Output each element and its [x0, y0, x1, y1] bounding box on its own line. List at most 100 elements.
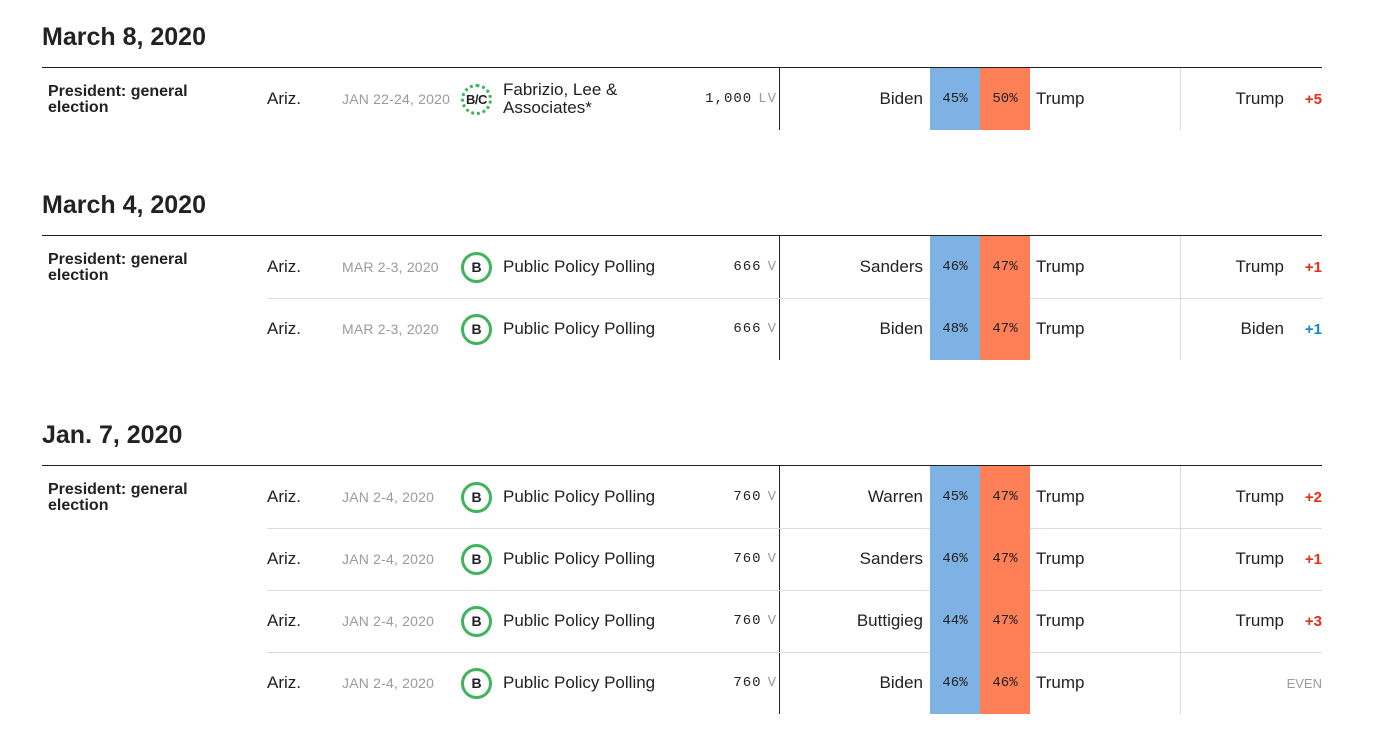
poll-row[interactable]: Ariz. JAN 2-4, 2020 B Public Policy Poll…	[42, 590, 1322, 652]
pct-rep: 47%	[980, 298, 1030, 360]
poll-row[interactable]: Ariz. JAN 2-4, 2020 B Public Policy Poll…	[42, 528, 1322, 590]
sample-size: 760 V	[667, 466, 777, 528]
leader: Trump	[1235, 611, 1285, 630]
poll-group: Jan. 7, 2020 President: general election…	[42, 420, 1322, 714]
grade-icon: B	[461, 605, 492, 637]
grade-icon: B	[461, 543, 492, 575]
grade-icon: B/C	[461, 83, 492, 115]
pct-dem: 48%	[930, 298, 980, 360]
population: LV	[758, 91, 777, 107]
net-result: +3	[1304, 612, 1322, 630]
net-result: +1	[1304, 258, 1322, 276]
pollster-link[interactable]: Public Policy Polling	[503, 487, 656, 506]
pollster-link[interactable]: Public Policy Polling	[503, 319, 656, 338]
poll-row[interactable]: Ariz. MAR 2-3, 2020 B Public Policy Poll…	[42, 236, 1322, 298]
poll-dates: MAR 2-3, 2020	[342, 321, 439, 337]
grade-badge: B	[461, 528, 492, 590]
population: V	[767, 675, 777, 691]
poll-row[interactable]: Ariz. MAR 2-3, 2020 B Public Policy Poll…	[42, 298, 1322, 360]
leader: Trump	[1235, 549, 1285, 568]
poll-dates: JAN 2-4, 2020	[342, 675, 435, 691]
grade-badge: B	[461, 466, 492, 528]
grade-icon: B	[461, 667, 492, 699]
grade-badge: B/C	[461, 68, 492, 130]
candidate-rep: Trump	[1036, 673, 1085, 692]
state: Ariz.	[267, 487, 301, 506]
poll-row[interactable]: Ariz. JAN 22-24, 2020 B/C Fabrizio, Lee …	[42, 68, 1322, 130]
grade-badge: B	[461, 298, 492, 360]
group-date: March 8, 2020	[42, 23, 206, 51]
candidate-rep: Trump	[1036, 611, 1085, 630]
grade-icon: B	[461, 481, 492, 513]
sample-value: 760	[733, 675, 762, 691]
state: Ariz.	[267, 89, 301, 108]
net-result: +1	[1304, 320, 1322, 338]
candidate-rep: Trump	[1036, 257, 1085, 276]
candidate-dem: Sanders	[859, 257, 923, 276]
pct-rep: 47%	[980, 528, 1030, 590]
column-divider	[779, 68, 780, 130]
state: Ariz.	[267, 257, 301, 276]
sample-size: 666 V	[667, 298, 777, 360]
state: Ariz.	[267, 549, 301, 568]
pct-dem: 46%	[930, 652, 980, 714]
sample-value: 760	[733, 551, 762, 567]
sample-value: 666	[733, 321, 762, 337]
state: Ariz.	[267, 673, 301, 692]
group-table: President: general election Ariz. JAN 2-…	[42, 465, 1322, 714]
pct-dem: 44%	[930, 590, 980, 652]
poll-dates: JAN 22-24, 2020	[342, 91, 451, 107]
leader: Trump	[1235, 487, 1285, 506]
pct-dem: 45%	[930, 68, 980, 130]
poll-row[interactable]: Ariz. JAN 2-4, 2020 B Public Policy Poll…	[42, 466, 1322, 528]
population: V	[767, 321, 777, 337]
leader: Trump	[1235, 89, 1285, 108]
pollster-link[interactable]: Public Policy Polling	[503, 257, 656, 276]
pollster-link[interactable]: Public Policy Polling	[503, 673, 656, 692]
pct-dem: 45%	[930, 466, 980, 528]
candidate-rep: Trump	[1036, 487, 1085, 506]
candidate-dem: Buttigieg	[856, 611, 923, 630]
pollster-link[interactable]: Public Policy Polling	[503, 549, 656, 568]
grade-badge: B	[461, 236, 492, 298]
pct-dem: 46%	[930, 528, 980, 590]
candidate-dem: Sanders	[859, 549, 923, 568]
pct-rep: 47%	[980, 236, 1030, 298]
poll-dates: MAR 2-3, 2020	[342, 259, 439, 275]
pct-rep: 47%	[980, 466, 1030, 528]
sample-value: 1,000	[705, 91, 753, 107]
net-result: +1	[1304, 550, 1322, 568]
net-result-even: EVEN	[1286, 675, 1322, 691]
grade-badge: B	[461, 652, 492, 714]
office-label: President: general election	[48, 251, 188, 284]
group-date: Jan. 7, 2020	[42, 421, 183, 449]
group-table: President: general election Ariz. MAR 2-…	[42, 235, 1322, 360]
population: V	[767, 259, 777, 275]
grade-icon: B	[461, 251, 492, 283]
pct-dem: 46%	[930, 236, 980, 298]
candidate-rep: Trump	[1036, 549, 1085, 568]
sample-size: 666 V	[667, 236, 777, 298]
candidate-dem: Biden	[879, 89, 923, 108]
sample-size: 1,000 LV	[667, 68, 777, 130]
group-table: President: general election Ariz. JAN 22…	[42, 67, 1322, 130]
candidate-dem: Warren	[867, 487, 923, 506]
population: V	[767, 489, 777, 505]
candidate-rep: Trump	[1036, 89, 1085, 108]
pct-rep: 47%	[980, 590, 1030, 652]
sample-size: 760 V	[667, 590, 777, 652]
sample-value: 760	[733, 489, 762, 505]
poll-dates: JAN 2-4, 2020	[342, 613, 435, 629]
candidate-rep: Trump	[1036, 319, 1085, 338]
poll-row[interactable]: Ariz. JAN 2-4, 2020 B Public Policy Poll…	[42, 652, 1322, 714]
state: Ariz.	[267, 319, 301, 338]
office-label: President: general election	[48, 481, 188, 514]
sample-size: 760 V	[667, 528, 777, 590]
leader: Biden	[1240, 319, 1284, 338]
pollster-link[interactable]: Public Policy Polling	[503, 611, 656, 630]
poll-dates: JAN 2-4, 2020	[342, 551, 435, 567]
sample-value: 666	[733, 259, 762, 275]
poll-dates: JAN 2-4, 2020	[342, 489, 435, 505]
pollster-link[interactable]: Fabrizio, Lee & Associates*	[503, 80, 618, 117]
pct-rep: 46%	[980, 652, 1030, 714]
